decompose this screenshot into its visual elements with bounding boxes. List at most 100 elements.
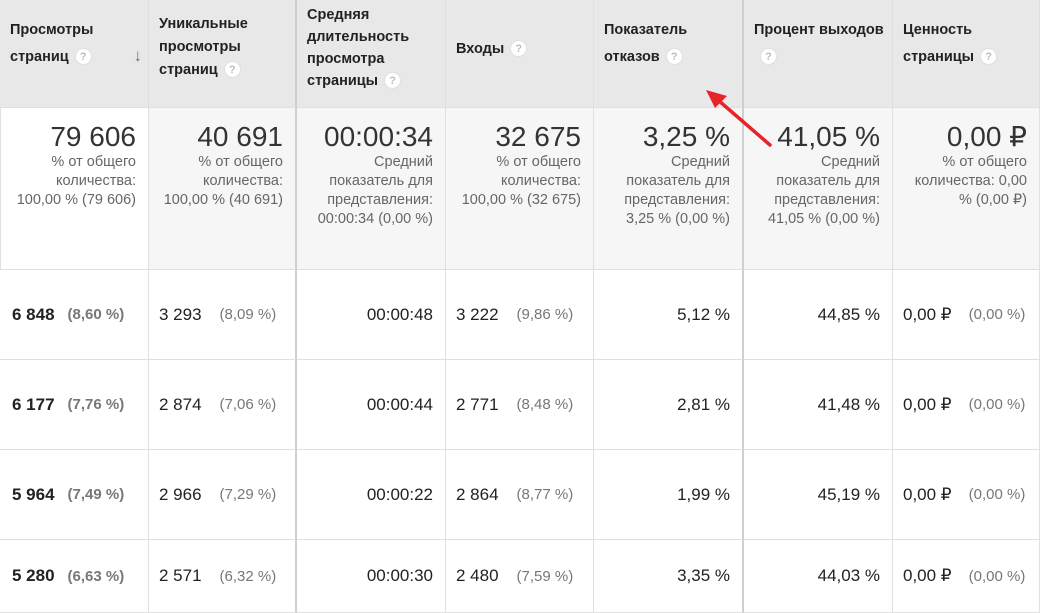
header-bounce-rate[interactable]: Показатель отказов? bbox=[594, 0, 744, 108]
cell-value: 3 293 bbox=[159, 304, 202, 324]
summary-value: 41,05 % bbox=[777, 121, 880, 152]
cell-value: 6 177 bbox=[12, 394, 55, 414]
cell-exit-rate: 45,19 % bbox=[744, 450, 893, 540]
help-icon[interactable]: ? bbox=[760, 48, 777, 65]
cell-bounce-rate: 3,35 % bbox=[594, 540, 744, 613]
cell-unique-pageviews: 3 293 (8,09 %) bbox=[149, 270, 297, 360]
help-icon[interactable]: ? bbox=[665, 48, 683, 65]
cell-value: 2 874 bbox=[159, 394, 202, 414]
summary-exit-rate: 41,05 % Средний показатель для представл… bbox=[744, 108, 893, 270]
summary-entrances: 32 675 % от общего количества: 100,00 % … bbox=[446, 108, 594, 270]
cell-percent: (7,29 %) bbox=[219, 486, 277, 503]
summary-value: 79 606 bbox=[50, 121, 136, 152]
cell-entrances: 2 480 (7,59 %) bbox=[446, 540, 594, 613]
header-entrances[interactable]: Входы? bbox=[446, 0, 594, 108]
cell-avg-time: 00:00:30 bbox=[297, 540, 446, 613]
cell-pageviews: 5 964 (7,49 %) bbox=[0, 450, 149, 540]
cell-value: 3,35 % bbox=[677, 566, 730, 585]
cell-percent: (0,00 %) bbox=[968, 486, 1026, 503]
cell-percent: (7,76 %) bbox=[67, 396, 125, 413]
help-icon[interactable]: ? bbox=[223, 61, 241, 78]
header-exit-rate[interactable]: Процент выходов? bbox=[744, 0, 893, 108]
cell-value: 00:00:44 bbox=[366, 394, 433, 414]
header-label: Процент выходов bbox=[754, 22, 884, 38]
cell-value: 3 222 bbox=[456, 304, 499, 324]
cell-value: 0,00 ₽ bbox=[903, 304, 952, 324]
cell-bounce-rate: 1,99 % bbox=[594, 450, 744, 540]
help-icon[interactable]: ? bbox=[980, 48, 998, 65]
cell-unique-pageviews: 2 571 (6,32 %) bbox=[149, 540, 297, 613]
header-page-value[interactable]: Ценность страницы? bbox=[893, 0, 1040, 108]
summary-page-value: 0,00 ₽ % от общего количества: 0,00 % (0… bbox=[893, 108, 1040, 270]
cell-bounce-rate: 5,12 % bbox=[594, 270, 744, 360]
header-label: Просмотры страниц bbox=[10, 22, 94, 65]
cell-value: 5,12 % bbox=[677, 304, 730, 324]
cell-percent: (6,32 %) bbox=[219, 567, 277, 585]
cell-value: 0,00 ₽ bbox=[903, 484, 952, 504]
cell-percent: (9,86 %) bbox=[516, 306, 574, 323]
cell-unique-pageviews: 2 874 (7,06 %) bbox=[149, 360, 297, 450]
cell-pageviews: 5 280 (6,63 %) bbox=[0, 540, 149, 613]
cell-page-value: 0,00 ₽ (0,00 %) bbox=[893, 360, 1040, 450]
header-label: Входы bbox=[456, 41, 505, 57]
cell-entrances: 2 864 (8,77 %) bbox=[446, 450, 594, 540]
cell-value: 2 571 bbox=[159, 566, 202, 585]
cell-value: 2 966 bbox=[159, 484, 202, 504]
cell-percent: (8,48 %) bbox=[516, 396, 574, 413]
cell-avg-time: 00:00:22 bbox=[297, 450, 446, 540]
cell-percent: (0,00 %) bbox=[968, 396, 1026, 413]
summary-value: 32 675 bbox=[495, 121, 581, 152]
cell-value: 44,85 % bbox=[817, 304, 880, 324]
help-icon[interactable]: ? bbox=[384, 72, 402, 89]
cell-percent: (6,63 %) bbox=[67, 567, 125, 585]
summary-bounce-rate: 3,25 % Средний показатель для представле… bbox=[594, 108, 744, 270]
cell-value: 2,81 % bbox=[677, 394, 730, 414]
help-icon[interactable]: ? bbox=[510, 40, 528, 57]
cell-exit-rate: 41,48 % bbox=[744, 360, 893, 450]
summary-value: 40 691 bbox=[197, 121, 283, 152]
header-unique-pageviews[interactable]: Уникальные просмотры страниц? bbox=[149, 0, 297, 108]
cell-page-value: 0,00 ₽ (0,00 %) bbox=[893, 540, 1040, 613]
summary-unique-pageviews: 40 691 % от общего количества: 100,00 % … bbox=[149, 108, 297, 270]
summary-note: Средний показатель для представления: 3,… bbox=[624, 154, 730, 227]
cell-value: 00:00:22 bbox=[366, 484, 433, 504]
cell-value: 5 280 bbox=[12, 566, 55, 585]
header-avg-time[interactable]: Средняя длительность просмотра страницы? bbox=[297, 0, 446, 108]
cell-entrances: 2 771 (8,48 %) bbox=[446, 360, 594, 450]
help-icon[interactable]: ? bbox=[74, 48, 92, 65]
cell-percent: (7,59 %) bbox=[516, 567, 574, 585]
cell-value: 5 964 bbox=[12, 484, 55, 504]
cell-page-value: 0,00 ₽ (0,00 %) bbox=[893, 270, 1040, 360]
cell-percent: (8,77 %) bbox=[516, 486, 574, 503]
summary-value: 0,00 ₽ bbox=[946, 121, 1027, 152]
summary-note: % от общего количества: 100,00 % (32 675… bbox=[461, 154, 581, 208]
header-pageviews[interactable]: Просмотры страниц? ↓ bbox=[0, 0, 149, 108]
header-label: Средняя длительность просмотра страницы bbox=[307, 7, 410, 89]
cell-exit-rate: 44,03 % bbox=[744, 540, 893, 613]
cell-pageviews: 6 177 (7,76 %) bbox=[0, 360, 149, 450]
cell-avg-time: 00:00:44 bbox=[297, 360, 446, 450]
cell-bounce-rate: 2,81 % bbox=[594, 360, 744, 450]
cell-percent: (8,09 %) bbox=[219, 306, 277, 323]
summary-avg-time: 00:00:34 Средний показатель для представ… bbox=[297, 108, 446, 270]
cell-value: 44,03 % bbox=[817, 566, 880, 585]
cell-value: 1,99 % bbox=[677, 484, 730, 504]
cell-percent: (8,60 %) bbox=[67, 306, 125, 323]
cell-value: 00:00:30 bbox=[366, 566, 433, 585]
cell-unique-pageviews: 2 966 (7,29 %) bbox=[149, 450, 297, 540]
header-label: Уникальные просмотры страниц bbox=[159, 16, 248, 78]
cell-percent: (7,06 %) bbox=[219, 396, 277, 413]
cell-page-value: 0,00 ₽ (0,00 %) bbox=[893, 450, 1040, 540]
summary-pageviews: 79 606 % от общего количества: 100,00 % … bbox=[0, 108, 149, 270]
summary-note: Средний показатель для представления: 00… bbox=[317, 154, 433, 227]
summary-note: % от общего количества: 100,00 % (79 606… bbox=[16, 154, 136, 208]
cell-percent: (7,49 %) bbox=[67, 486, 125, 503]
summary-value: 3,25 % bbox=[642, 121, 730, 152]
summary-value: 00:00:34 bbox=[324, 121, 433, 152]
header-label: Показатель отказов bbox=[604, 22, 688, 65]
sort-descending-icon[interactable]: ↓ bbox=[133, 46, 143, 65]
cell-percent: (0,00 %) bbox=[968, 567, 1026, 585]
cell-pageviews: 6 848 (8,60 %) bbox=[0, 270, 149, 360]
cell-value: 45,19 % bbox=[817, 484, 880, 504]
